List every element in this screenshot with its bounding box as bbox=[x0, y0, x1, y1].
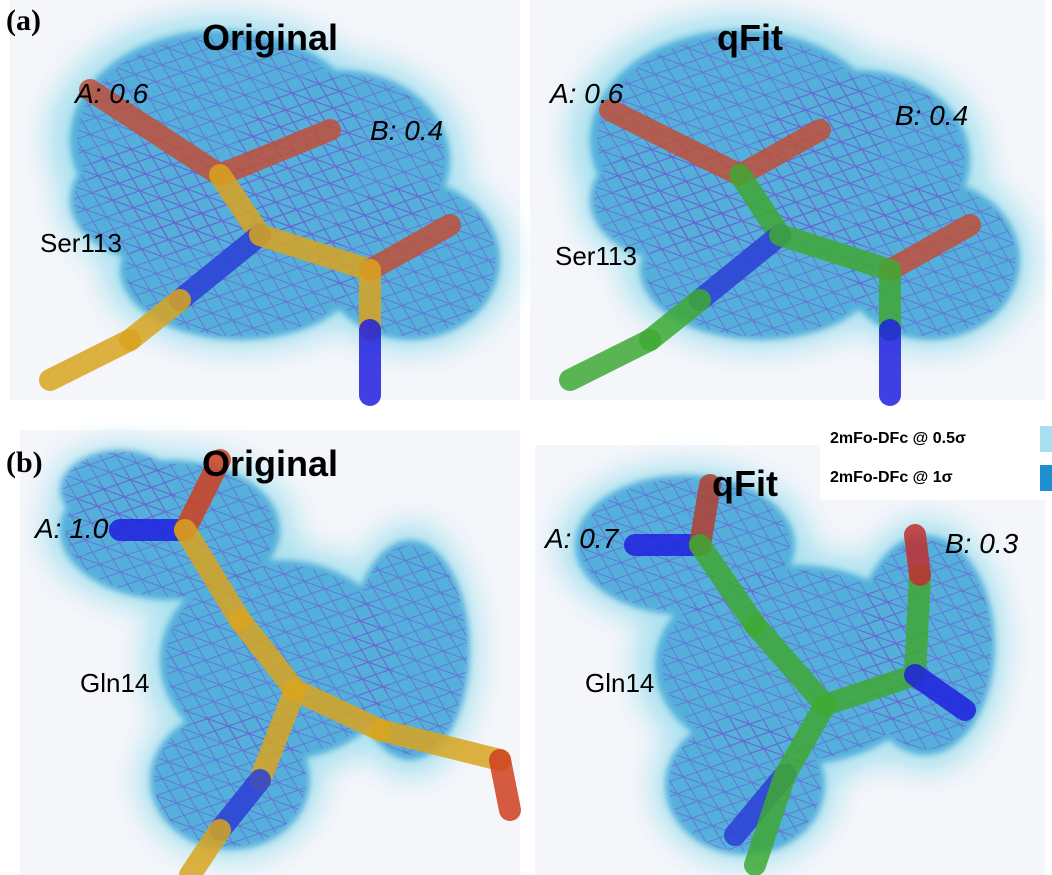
bond bbox=[814, 664, 926, 716]
bond bbox=[744, 614, 836, 716]
bond bbox=[359, 214, 461, 281]
bond bbox=[904, 524, 931, 586]
bond bbox=[904, 664, 976, 721]
occupancy: B: 0.4 bbox=[370, 115, 443, 146]
bond bbox=[599, 99, 751, 186]
residue-label: Ser113 bbox=[40, 228, 122, 258]
view-title: qFit bbox=[712, 463, 778, 504]
structure-view bbox=[10, 0, 520, 406]
bond bbox=[904, 564, 931, 686]
bond bbox=[689, 224, 791, 311]
bond bbox=[689, 534, 766, 636]
legend-box bbox=[820, 420, 1052, 500]
legend-label: 2mFo-DFc @ 0.5σ bbox=[830, 430, 966, 447]
bond bbox=[174, 449, 231, 541]
occupancy: B: 0.4 bbox=[895, 100, 968, 131]
density-mesh bbox=[63, 452, 177, 528]
legend-swatch bbox=[1040, 465, 1052, 491]
density-mesh bbox=[74, 143, 226, 257]
density-mesh bbox=[669, 718, 821, 852]
density-mesh bbox=[353, 545, 467, 755]
bond bbox=[729, 164, 791, 246]
view-title: qFit bbox=[717, 17, 783, 58]
residue-label: Gln14 bbox=[80, 668, 149, 698]
bond bbox=[769, 224, 901, 281]
bond bbox=[249, 679, 306, 791]
bond bbox=[39, 329, 141, 391]
bond bbox=[169, 224, 271, 311]
panel-label: (b) bbox=[6, 446, 43, 479]
bond bbox=[284, 679, 391, 741]
bond bbox=[369, 719, 511, 771]
structure-view bbox=[20, 430, 521, 875]
view-title: Original bbox=[202, 17, 338, 58]
occupancy: B: 0.3 bbox=[945, 528, 1019, 559]
occupancy: A: 0.7 bbox=[543, 523, 620, 554]
bond bbox=[879, 214, 981, 281]
bond bbox=[209, 164, 271, 246]
legend-label: 2mFo-DFc @ 1σ bbox=[830, 469, 953, 486]
bond bbox=[79, 79, 231, 186]
residue-label: Gln14 bbox=[585, 668, 654, 698]
density-mesh bbox=[594, 143, 746, 257]
occupancy: A: 0.6 bbox=[73, 78, 149, 109]
bond bbox=[229, 609, 306, 701]
bond bbox=[209, 119, 341, 186]
bond bbox=[249, 224, 381, 281]
bond bbox=[559, 329, 661, 391]
structure-view bbox=[530, 0, 1045, 406]
legend-swatch bbox=[1040, 426, 1052, 452]
structure-view bbox=[535, 445, 1045, 875]
residue-label: Ser113 bbox=[555, 241, 637, 271]
bond bbox=[489, 749, 521, 821]
bond bbox=[744, 764, 796, 875]
occupancy: A: 0.6 bbox=[548, 78, 624, 109]
bond bbox=[174, 519, 251, 631]
view-title: Original bbox=[202, 443, 338, 484]
panel-label: (a) bbox=[6, 4, 41, 37]
bond bbox=[774, 694, 836, 786]
bond bbox=[729, 119, 831, 186]
occupancy: A: 1.0 bbox=[33, 513, 109, 544]
bond bbox=[179, 819, 231, 875]
